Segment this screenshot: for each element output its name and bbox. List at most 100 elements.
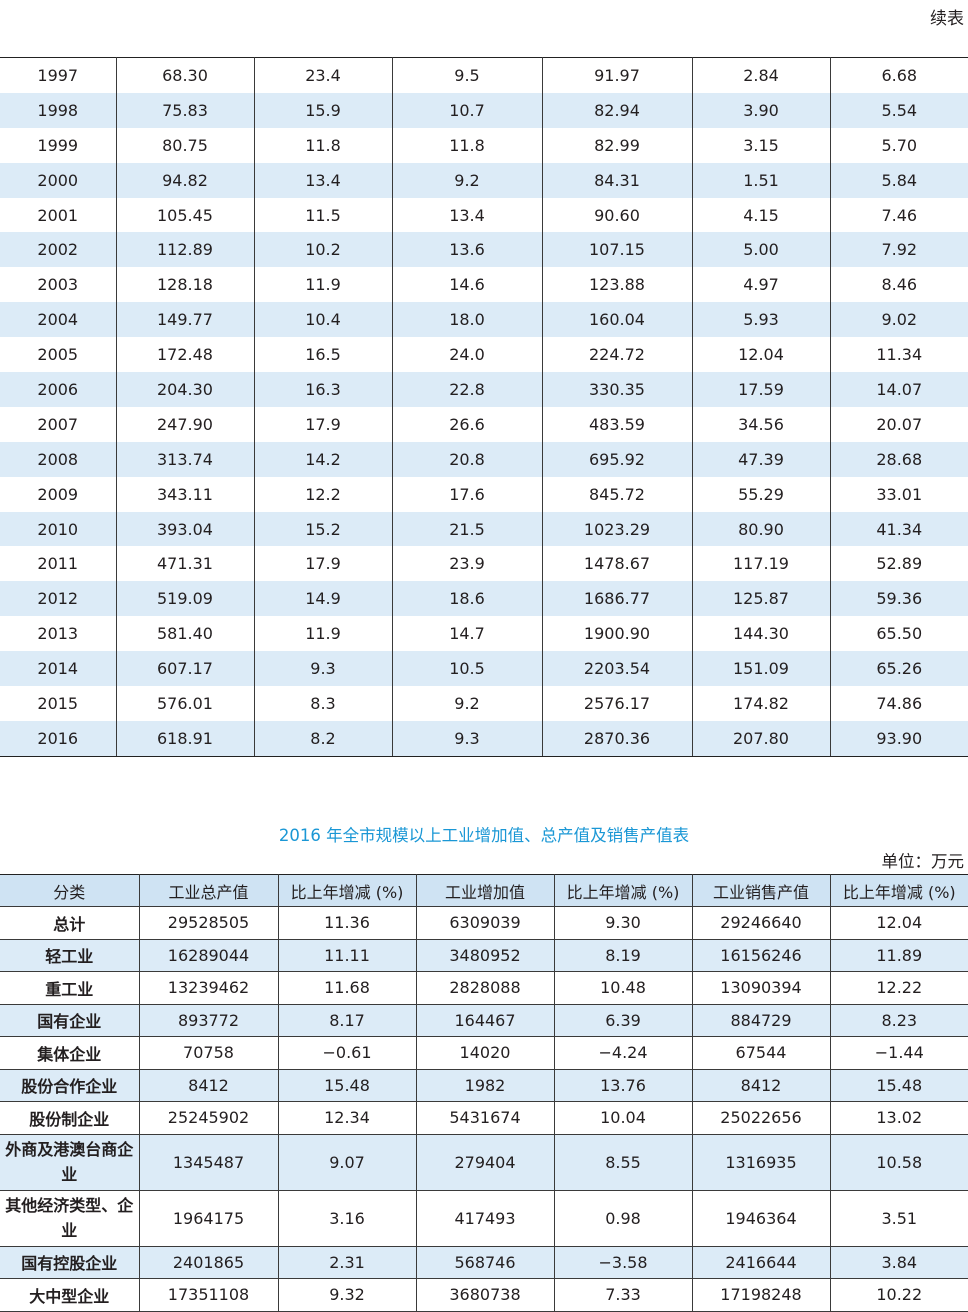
table-cell: 12.04 bbox=[691, 337, 831, 373]
table-cell: 8.2 bbox=[253, 720, 393, 757]
table-cell: 14.07 bbox=[829, 372, 968, 407]
table-cell: 26.6 bbox=[391, 406, 543, 442]
table-cell: 10.04 bbox=[553, 1101, 693, 1135]
table-cell: 3.84 bbox=[829, 1245, 968, 1279]
table-cell: 15.48 bbox=[277, 1068, 417, 1102]
table-cell: 80.90 bbox=[691, 511, 831, 547]
table-cell: 10.48 bbox=[553, 971, 693, 1005]
table-cell: 10.7 bbox=[391, 92, 543, 128]
year-cell: 2005 bbox=[0, 337, 117, 373]
table-cell: 84.31 bbox=[541, 162, 693, 198]
table-cell: 9.3 bbox=[253, 651, 393, 687]
year-cell: 2007 bbox=[0, 406, 117, 442]
table-cell: 74.86 bbox=[829, 686, 968, 721]
table-cell: 9.30 bbox=[553, 906, 693, 940]
table-cell: 313.74 bbox=[115, 441, 255, 477]
table-row: 2013 581.40 11.9 14.7 1900.90 144.30 65.50 bbox=[0, 616, 968, 652]
table-cell: 519.09 bbox=[115, 581, 255, 617]
table-cell: 5.70 bbox=[829, 127, 968, 163]
table-cell: 144.30 bbox=[691, 616, 831, 652]
table-row: 2007 247.90 17.9 26.6 483.59 34.56 20.07 bbox=[0, 406, 968, 442]
table-cell: 207.80 bbox=[691, 720, 831, 757]
table-cell: 2828088 bbox=[415, 971, 555, 1005]
table-cell: 483.59 bbox=[541, 406, 693, 442]
table-cell: 0.98 bbox=[553, 1189, 693, 1247]
year-cell: 2012 bbox=[0, 581, 117, 617]
table-cell: 14.7 bbox=[391, 616, 543, 652]
column-header: 工业增加值 bbox=[415, 874, 555, 907]
table-cell: 3.15 bbox=[691, 127, 831, 163]
table-cell: 18.0 bbox=[391, 302, 543, 338]
table-cell: 15.48 bbox=[829, 1068, 968, 1102]
table-row: 股份制企业 25245902 12.34 5431674 10.04 25022656 13… bbox=[0, 1101, 968, 1135]
table-cell: 11.8 bbox=[391, 127, 543, 163]
table-cell: 9.32 bbox=[277, 1278, 417, 1312]
table-cell: 5.84 bbox=[829, 162, 968, 198]
table-cell: 17.9 bbox=[253, 406, 393, 442]
table-cell: 9.5 bbox=[391, 56, 543, 93]
table-cell: 3.90 bbox=[691, 92, 831, 128]
industry-output-table: 分类 工业总产值 比上年增减 (%) 工业增加值 比上年增减 (%) 工业销售产值 比上年增… bbox=[0, 874, 968, 1312]
table-cell: 2203.54 bbox=[541, 651, 693, 687]
table-cell: 68.30 bbox=[115, 56, 255, 93]
table-cell: 343.11 bbox=[115, 476, 255, 512]
table-cell: 22.8 bbox=[391, 372, 543, 407]
table-cell: 695.92 bbox=[541, 441, 693, 477]
table-cell: 5431674 bbox=[415, 1101, 555, 1135]
table-cell: 17.59 bbox=[691, 372, 831, 407]
table-cell: 107.15 bbox=[541, 232, 693, 268]
table-cell: 8412 bbox=[138, 1068, 279, 1102]
year-cell: 2010 bbox=[0, 511, 117, 547]
year-cell: 2016 bbox=[0, 720, 117, 757]
table-cell: 3.51 bbox=[829, 1189, 968, 1247]
table-cell: 10.4 bbox=[253, 302, 393, 338]
table-cell: 1478.67 bbox=[541, 546, 693, 582]
table-cell: 1900.90 bbox=[541, 616, 693, 652]
table-cell: 16.5 bbox=[253, 337, 393, 373]
table-cell: 70758 bbox=[138, 1036, 279, 1070]
table-cell: 10.2 bbox=[253, 232, 393, 268]
table-cell: 1964175 bbox=[138, 1189, 279, 1247]
table-cell: 17351108 bbox=[138, 1278, 279, 1312]
table2-title: 2016 年全市规模以上工业增加值、总产值及销售产值表 bbox=[278, 826, 690, 845]
table-row: 1998 75.83 15.9 10.7 82.94 3.90 5.54 bbox=[0, 92, 968, 128]
table-cell: 11.5 bbox=[253, 197, 393, 233]
table-cell: 9.2 bbox=[391, 686, 543, 721]
table-cell: 14.9 bbox=[253, 581, 393, 617]
table-cell: 23.9 bbox=[391, 546, 543, 582]
table-cell: 3.16 bbox=[277, 1189, 417, 1247]
table-cell: 884729 bbox=[691, 1003, 831, 1037]
table-cell: 2401865 bbox=[138, 1245, 279, 1279]
category-cell: 股份制企业 bbox=[0, 1101, 140, 1135]
column-header: 比上年增减 (%) bbox=[277, 874, 417, 907]
table-cell: 82.99 bbox=[541, 127, 693, 163]
table-cell: 247.90 bbox=[115, 406, 255, 442]
table-cell: 1023.29 bbox=[541, 511, 693, 547]
table-cell: 21.5 bbox=[391, 511, 543, 547]
table-cell: 8.46 bbox=[829, 267, 968, 303]
table-cell: 12.2 bbox=[253, 476, 393, 512]
category-cell: 国有企业 bbox=[0, 1003, 140, 1037]
table-cell: 149.77 bbox=[115, 302, 255, 338]
table-cell: 581.40 bbox=[115, 616, 255, 652]
year-cell: 2002 bbox=[0, 232, 117, 268]
table-cell: 13.6 bbox=[391, 232, 543, 268]
table-cell: 13.02 bbox=[829, 1101, 968, 1135]
category-cell: 其他经济类型、企业 bbox=[0, 1189, 140, 1247]
table-cell: 14.2 bbox=[253, 441, 393, 477]
column-header: 工业销售产值 bbox=[691, 874, 831, 907]
table-cell: 17198248 bbox=[691, 1278, 831, 1312]
table-cell: 10.5 bbox=[391, 651, 543, 687]
table-cell: 8.55 bbox=[553, 1133, 693, 1191]
table-cell: 330.35 bbox=[541, 372, 693, 407]
table-cell: 4.97 bbox=[691, 267, 831, 303]
table-cell: 11.36 bbox=[277, 906, 417, 940]
table-cell: 17.6 bbox=[391, 476, 543, 512]
table-row: 2003 128.18 11.9 14.6 123.88 4.97 8.46 bbox=[0, 267, 968, 303]
table-row: 2009 343.11 12.2 17.6 845.72 55.29 33.01 bbox=[0, 476, 968, 512]
table-cell: 845.72 bbox=[541, 476, 693, 512]
table-cell: 29528505 bbox=[138, 906, 279, 940]
table-cell: 13239462 bbox=[138, 971, 279, 1005]
table-cell: −0.61 bbox=[277, 1036, 417, 1070]
table-cell: 11.9 bbox=[253, 616, 393, 652]
